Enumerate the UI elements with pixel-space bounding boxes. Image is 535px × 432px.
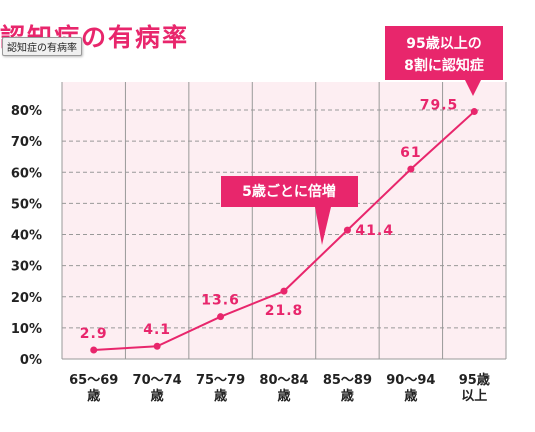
x-tick-label: 70〜74 歳 bbox=[133, 373, 182, 404]
callout-mid: 5歳ごとに倍増 bbox=[221, 176, 358, 245]
data-point bbox=[90, 346, 98, 354]
callout-top-pointer bbox=[465, 80, 481, 96]
data-label: 21.8 bbox=[265, 303, 304, 319]
callout-top: 95歳以上の 8割に認知症 bbox=[385, 26, 503, 96]
data-labels: 2.9 4.1 13.6 21.8 41.4 61 79.5 bbox=[80, 98, 459, 342]
data-point bbox=[407, 165, 415, 173]
x-tick-label: 95歳以上 bbox=[459, 372, 490, 404]
y-tick-label: 30% bbox=[11, 260, 42, 275]
y-tick-label: 10% bbox=[11, 322, 42, 337]
y-tick-label: 80% bbox=[11, 104, 42, 119]
callout-top-box bbox=[385, 26, 503, 80]
x-tick-label: 80〜84 歳 bbox=[259, 373, 308, 404]
data-label: 13.6 bbox=[201, 293, 240, 309]
y-tick-label: 0% bbox=[20, 353, 42, 368]
plot-background bbox=[62, 82, 506, 359]
data-point bbox=[343, 226, 351, 234]
x-tick-label: 85〜89 歳 bbox=[323, 373, 372, 404]
y-tick-label: 40% bbox=[11, 229, 42, 244]
x-tick-label: 65〜69 歳 bbox=[69, 373, 118, 404]
x-tick-label: 90〜94 歳 bbox=[386, 373, 435, 404]
y-tick-label: 70% bbox=[11, 135, 42, 150]
callout-mid-box bbox=[221, 176, 358, 207]
data-point bbox=[280, 287, 288, 295]
callout-top-line2: 8割に認知症 bbox=[404, 57, 484, 74]
data-label: 2.9 bbox=[80, 326, 108, 342]
tooltip: 認知症の有病率 bbox=[2, 37, 82, 56]
y-axis-ticks: 0% 10% 20% 30% 40% 50% 60% 70% 80% bbox=[11, 104, 42, 368]
gridlines bbox=[61, 82, 507, 360]
callout-top-line1: 95歳以上の bbox=[406, 35, 481, 52]
data-label: 4.1 bbox=[143, 322, 171, 338]
y-tick-label: 60% bbox=[11, 166, 42, 181]
data-point bbox=[217, 313, 225, 321]
y-tick-label: 20% bbox=[11, 291, 42, 306]
series bbox=[90, 108, 478, 354]
data-point bbox=[470, 108, 478, 116]
data-label: 61 bbox=[400, 145, 421, 161]
data-label: 79.5 bbox=[420, 98, 459, 114]
data-point bbox=[153, 342, 161, 350]
x-tick-label: 75〜79 歳 bbox=[196, 373, 245, 404]
callout-mid-text: 5歳ごとに倍増 bbox=[242, 183, 336, 200]
y-tick-label: 50% bbox=[11, 197, 42, 212]
x-axis-ticks: 65〜69 歳 70〜74 歳 75〜79 歳 80〜84 歳 85〜89 歳 90〜94 歳 95歳以… bbox=[69, 372, 490, 404]
callout-mid-pointer bbox=[315, 207, 331, 245]
data-label: 41.4 bbox=[355, 223, 394, 239]
plot-area bbox=[62, 82, 506, 359]
